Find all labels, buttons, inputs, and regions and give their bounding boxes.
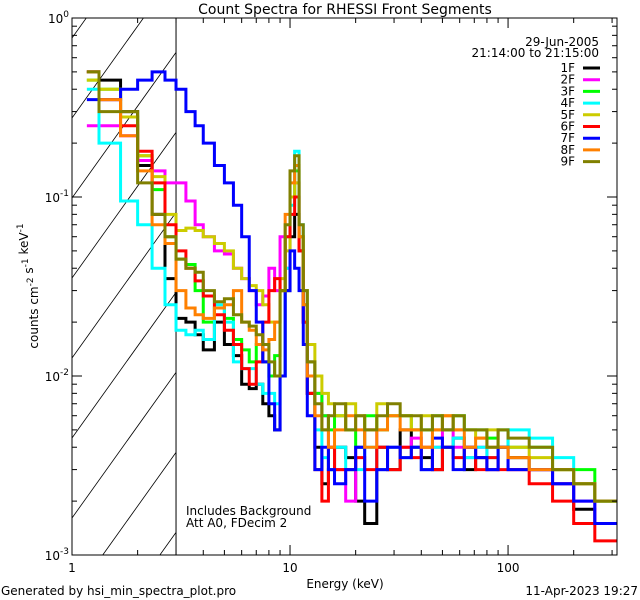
date-label: 29-Jun-2005 bbox=[525, 35, 599, 49]
y-tick-label: 10-3 bbox=[45, 547, 69, 563]
legend-label-9F: 9F bbox=[560, 155, 575, 169]
series-line-4F bbox=[86, 87, 617, 503]
hatch-line bbox=[71, 292, 177, 439]
x-tick-label: 100 bbox=[497, 561, 520, 575]
legend-label-6F: 6F bbox=[560, 120, 575, 134]
hatch-line bbox=[71, 372, 177, 519]
series-group bbox=[86, 70, 617, 543]
series-line-7F bbox=[86, 70, 617, 525]
legend-label-5F: 5F bbox=[560, 108, 575, 122]
chart-title: Count Spectra for RHESSI Front Segments bbox=[198, 2, 492, 18]
footer-generated-by: Generated by hsi_min_spectra_plot.pro bbox=[1, 584, 236, 598]
x-tick-labels: 1 10 100 bbox=[68, 561, 519, 575]
footer-timestamp: 11-Apr-2023 19:27 bbox=[525, 584, 638, 598]
hatch-line bbox=[71, 132, 177, 279]
x-tick-label: 10 bbox=[282, 561, 297, 575]
y-tick-labels: 100 10-1 10-2 10-3 bbox=[45, 10, 70, 563]
hatch-line bbox=[71, 212, 177, 359]
hatch-line bbox=[102, 452, 177, 556]
y-axis-label: counts cm-2 s-1 keV-1 bbox=[16, 223, 41, 348]
annotation-attenuator: Att A0, FDecim 2 bbox=[186, 516, 287, 530]
y-tick-label: 10-2 bbox=[45, 368, 69, 384]
annotation-background: Includes Background bbox=[186, 504, 311, 518]
x-tick-label: 1 bbox=[68, 561, 76, 575]
legend-label-7F: 7F bbox=[560, 131, 575, 145]
axis-ticks bbox=[71, 17, 617, 556]
hatch-line bbox=[159, 532, 177, 556]
time-range-label: 21:14:00 to 21:15:00 bbox=[472, 46, 599, 60]
legend-label-3F: 3F bbox=[560, 84, 575, 98]
x-axis-label: Energy (keV) bbox=[306, 577, 383, 591]
legend-label-1F: 1F bbox=[560, 61, 575, 75]
y-tick-label: 100 bbox=[48, 10, 69, 26]
hatch-line bbox=[71, 17, 144, 119]
hatch-line bbox=[71, 17, 87, 39]
series-line-9F bbox=[86, 70, 617, 503]
legend-label-4F: 4F bbox=[560, 96, 575, 110]
legend-label-2F: 2F bbox=[560, 73, 575, 87]
plot-frame bbox=[71, 17, 618, 556]
legend-label-8F: 8F bbox=[560, 143, 575, 157]
y-tick-label: 10-1 bbox=[45, 189, 69, 205]
